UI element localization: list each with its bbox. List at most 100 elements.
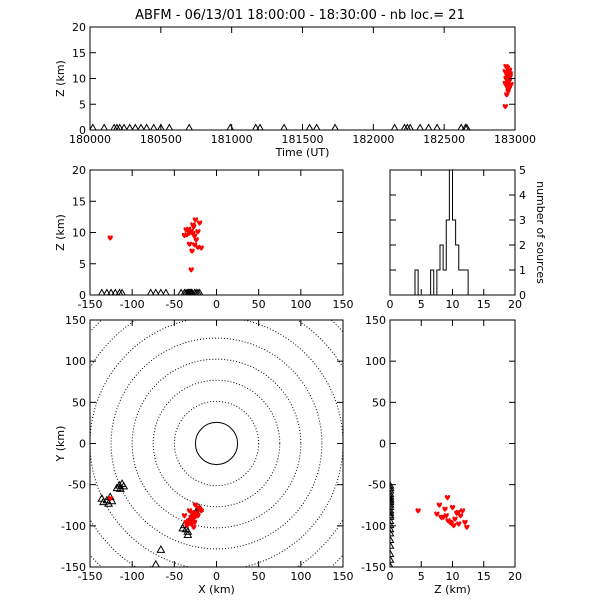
y-tick-label: 150: [65, 314, 86, 327]
plot-area: [90, 320, 343, 567]
station-marker: [195, 288, 204, 295]
station-marker: [390, 495, 395, 504]
x-tick-label: 10: [446, 570, 460, 583]
y-tick-label: -100: [61, 520, 86, 533]
range-ring: [90, 320, 343, 567]
range-ring: [152, 379, 281, 508]
plot-frame: [89, 169, 344, 296]
histogram-line: [390, 170, 515, 295]
source-marker: [193, 237, 199, 243]
x-tick-label: 0: [387, 298, 394, 311]
station-marker: [178, 523, 188, 532]
y-tick-label: 0: [519, 289, 526, 302]
y-tick-label: 100: [365, 355, 386, 368]
y-tick-label: -100: [361, 520, 386, 533]
station-marker: [115, 480, 124, 489]
plot-area: [90, 63, 514, 130]
station-marker: [100, 123, 108, 130]
x-tick-label: -150: [78, 298, 103, 311]
station-marker: [390, 485, 395, 494]
x-tick-label: 50: [252, 298, 266, 311]
station-marker: [165, 123, 174, 130]
source-marker: [503, 63, 509, 70]
plot-area: [390, 480, 470, 567]
x-tick-label: 15: [477, 298, 491, 311]
x-tick-label: 180000: [69, 133, 111, 146]
station-marker: [390, 512, 395, 520]
station-marker: [113, 123, 121, 130]
station-marker: [390, 507, 395, 516]
xy-panel: -150 -100 -50 0 50 100 150 -150 -100 -50 0 50 100 150…: [54, 314, 354, 596]
station-marker: [147, 288, 155, 295]
source-marker: [462, 519, 468, 526]
station-marker: [162, 288, 170, 295]
plot-frame: [89, 26, 516, 131]
station-marker: [390, 549, 395, 557]
x-tick-label: 0: [213, 570, 220, 583]
station-marker: [152, 288, 160, 295]
station-marker: [390, 499, 395, 508]
station-marker: [120, 123, 128, 130]
station-marker: [151, 559, 160, 567]
station-marker: [119, 481, 129, 490]
x-tick-label: 20: [508, 298, 522, 311]
x-tick-label: 183000: [494, 133, 536, 146]
station-marker: [186, 288, 195, 295]
station-marker: [188, 288, 196, 295]
range-ring: [131, 358, 302, 529]
source-marker: [455, 509, 461, 516]
source-marker: [505, 86, 511, 92]
source-marker: [456, 521, 462, 527]
x-tick-label: 100: [290, 298, 311, 311]
source-marker: [186, 520, 193, 526]
station-marker: [90, 123, 97, 130]
y-tick-label: 0: [79, 289, 86, 302]
station-marker: [104, 498, 114, 507]
zy-panel: 0 5 10 15 20 -150 -100 -50 0 50 100 150 Z (km): [361, 314, 522, 596]
y-tick-label: 3: [519, 214, 526, 227]
station-marker: [406, 123, 414, 130]
station-marker: [331, 123, 339, 130]
y-axis-label: Z (km): [54, 60, 67, 97]
y-tick-label: -150: [61, 561, 86, 574]
source-marker: [189, 248, 195, 254]
station-marker: [390, 510, 395, 519]
source-marker: [191, 242, 198, 248]
station-marker: [390, 524, 395, 533]
station-marker: [390, 535, 395, 543]
y-tick-label: 50: [372, 396, 386, 409]
x-tick-label: 0: [213, 298, 220, 311]
figure-title: ABFM - 06/13/01 18:00:00 - 18:30:00 - nb…: [135, 8, 465, 23]
station-marker: [115, 288, 124, 295]
x-tick-label: 150: [333, 298, 354, 311]
source-marker: [507, 71, 513, 77]
source-marker: [107, 235, 113, 241]
x-tick-label: -50: [165, 298, 183, 311]
station-marker: [110, 123, 118, 130]
station-marker: [390, 491, 395, 500]
station-marker: [390, 516, 395, 525]
y-axis-label: Z (km): [54, 214, 67, 251]
y-tick-label: 5: [79, 258, 86, 271]
station-marker: [142, 123, 151, 130]
station-marker: [433, 123, 441, 130]
x-axis-label: Z (km): [434, 583, 471, 596]
station-marker: [150, 123, 158, 130]
y-tick-label: 0: [379, 438, 386, 451]
station-marker: [131, 123, 140, 130]
station-marker: [457, 123, 465, 130]
x-tick-label: 10: [446, 298, 460, 311]
station-marker: [461, 123, 470, 130]
y-tick-label: 5: [519, 164, 526, 177]
source-marker: [191, 233, 198, 239]
source-marker: [459, 508, 466, 514]
x-axis-label: Time (UT): [275, 146, 330, 159]
x-tick-label: 50: [252, 570, 266, 583]
time-height-panel: 180000 180500 181000 181500 182000 182500 1830…: [54, 21, 536, 159]
x-tick-label: -100: [120, 298, 145, 311]
station-marker: [185, 123, 193, 130]
station-marker: [156, 545, 166, 553]
y-tick-label: 1: [519, 264, 526, 277]
station-marker: [390, 554, 395, 563]
